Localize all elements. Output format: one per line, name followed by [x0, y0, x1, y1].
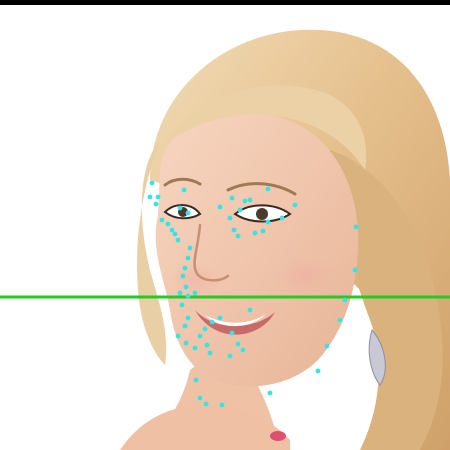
hand [120, 405, 290, 450]
landmark-point [179, 302, 185, 308]
hair-left-strand [137, 140, 167, 365]
landmark-point [202, 326, 208, 332]
landmark-point [237, 207, 243, 213]
landmark-point [229, 195, 235, 201]
landmark-point [265, 219, 271, 225]
landmark-point [175, 333, 181, 339]
landmark-point [292, 202, 298, 208]
landmark-point [177, 205, 183, 211]
landmark-point [235, 341, 241, 347]
landmark-point [182, 265, 188, 271]
landmark-point [219, 402, 225, 408]
landmark-point [165, 221, 171, 227]
landmark-point [197, 395, 203, 401]
landmark-point [267, 390, 273, 396]
teeth [205, 314, 266, 327]
landmark-point [192, 290, 198, 296]
landmark-point [247, 307, 253, 313]
nose [193, 223, 230, 282]
landmark-point [217, 315, 223, 321]
facial-landmarks [147, 180, 359, 408]
landmark-point [337, 317, 343, 323]
landmark-point [352, 267, 358, 273]
landmark-point [227, 215, 233, 221]
landmark-point [217, 204, 223, 210]
right-eyebrow [226, 182, 297, 196]
landmark-point [279, 215, 285, 221]
landmark-point [159, 217, 165, 223]
landmark-point [180, 273, 186, 279]
right-cheek [275, 255, 335, 295]
landmark-point [182, 323, 188, 329]
landmark-point [265, 186, 271, 192]
landmark-point [192, 345, 198, 351]
landmark-point [155, 194, 161, 200]
landmark-point [231, 227, 237, 233]
landmark-point [353, 224, 359, 230]
mouth [195, 310, 275, 335]
landmark-point [187, 245, 193, 251]
landmark-point [185, 210, 191, 216]
landmark-point [240, 347, 246, 353]
landmark-point [177, 290, 183, 296]
left-eyebrow [163, 177, 202, 187]
landmark-point [247, 197, 253, 203]
landmark-point [242, 198, 248, 204]
earring [368, 328, 386, 386]
landmark-point [185, 293, 191, 299]
top-border [0, 0, 450, 5]
landmark-point [183, 340, 189, 346]
left-cheek [169, 262, 221, 298]
landmark-point [183, 284, 189, 290]
landmark-point [252, 230, 258, 236]
right-iris [256, 208, 268, 220]
landmark-point [175, 237, 181, 243]
landmark-point [229, 330, 235, 336]
landmark-point [197, 333, 203, 339]
landmark-point [209, 319, 215, 325]
hair-fringe [160, 85, 367, 170]
landmark-point [342, 297, 348, 303]
landmark-point [185, 255, 191, 261]
landmark-point [149, 180, 155, 186]
landmark-point [235, 233, 241, 239]
landmark-point [181, 187, 187, 193]
hair-right [330, 150, 443, 450]
landmark-point [203, 401, 209, 407]
landmark-point [193, 377, 199, 383]
landmark-point [185, 315, 191, 321]
landmark-point [153, 201, 159, 207]
landmark-point [324, 343, 330, 349]
landmark-point [207, 350, 213, 356]
fingernail [270, 431, 286, 441]
landmark-point [147, 194, 153, 200]
landmark-point [260, 228, 266, 234]
landmark-point [227, 353, 233, 359]
landmark-point [204, 342, 210, 348]
landmark-point [315, 368, 321, 374]
landmark-point [169, 227, 175, 233]
face [155, 112, 359, 387]
landmark-point [172, 231, 178, 237]
